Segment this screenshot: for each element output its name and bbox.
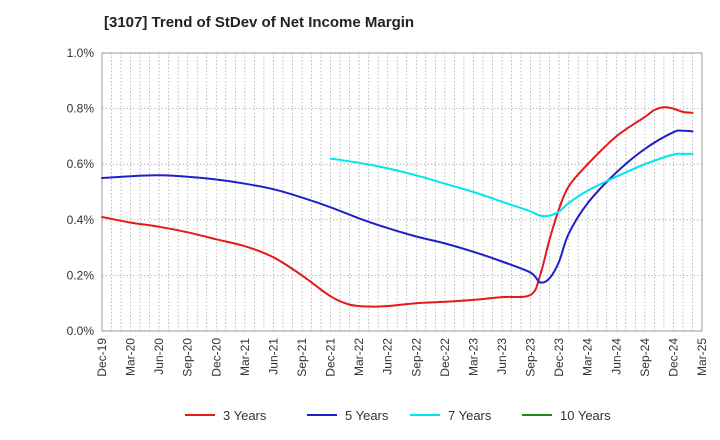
x-tick-label: Sep-23 (524, 338, 538, 377)
x-tick-label: Sep-24 (638, 338, 652, 377)
x-tick-label: Sep-21 (295, 338, 309, 377)
y-tick-label: 0.6% (67, 157, 95, 171)
x-tick-label: Mar-25 (695, 338, 709, 376)
y-tick-label: 0.8% (67, 102, 95, 116)
x-tick-label: Dec-21 (324, 338, 338, 377)
series-line-7-years (329, 152, 694, 218)
y-axis: 0.0% 0.2% 0.4% 0.6% 0.8% 1.0% (67, 46, 95, 338)
x-tick-label: Dec-24 (666, 338, 680, 377)
x-tick-label: Sep-22 (409, 338, 423, 377)
series-line-5-years (101, 129, 694, 284)
x-tick-label: Mar-24 (581, 338, 595, 376)
gridlines (102, 53, 702, 331)
legend-label-3-years: 3 Years (223, 408, 267, 423)
x-tick-label: Jun-22 (381, 338, 395, 375)
x-tick-label: Jun-21 (266, 338, 280, 375)
chart-title: [3107] Trend of StDev of Net Income Marg… (104, 14, 415, 31)
x-tick-label: Dec-19 (95, 338, 109, 377)
y-tick-label: 0.2% (67, 268, 95, 282)
x-tick-label: Dec-22 (438, 338, 452, 377)
x-axis: Dec-19 Mar-20 Jun-20 Sep-20 Dec-20 Mar-21 Jun-… (95, 338, 709, 377)
legend: 3 Years 5 Years 7 Years 10 Years (185, 408, 611, 423)
x-tick-label: Mar-22 (352, 338, 366, 376)
legend-label-5-years: 5 Years (345, 408, 389, 423)
y-tick-label: 0.0% (67, 324, 95, 338)
series-layer (101, 106, 694, 308)
x-tick-label: Dec-20 (209, 338, 223, 377)
legend-label-10-years: 10 Years (560, 408, 611, 423)
x-tick-label: Jun-20 (152, 338, 166, 375)
x-tick-label: Jun-24 (609, 338, 623, 375)
y-tick-label: 1.0% (67, 46, 95, 60)
x-tick-label: Sep-20 (181, 338, 195, 377)
y-tick-label: 0.4% (67, 213, 95, 227)
plot-border (101, 52, 703, 332)
series-line-3-years (101, 106, 694, 308)
legend-label-7-years: 7 Years (448, 408, 492, 423)
x-tick-label: Mar-20 (124, 338, 138, 376)
plot-area (101, 52, 703, 332)
x-tick-label: Dec-23 (552, 338, 566, 377)
x-tick-label: Mar-23 (466, 338, 480, 376)
x-tick-label: Mar-21 (238, 338, 252, 376)
x-tick-label: Jun-23 (495, 338, 509, 375)
